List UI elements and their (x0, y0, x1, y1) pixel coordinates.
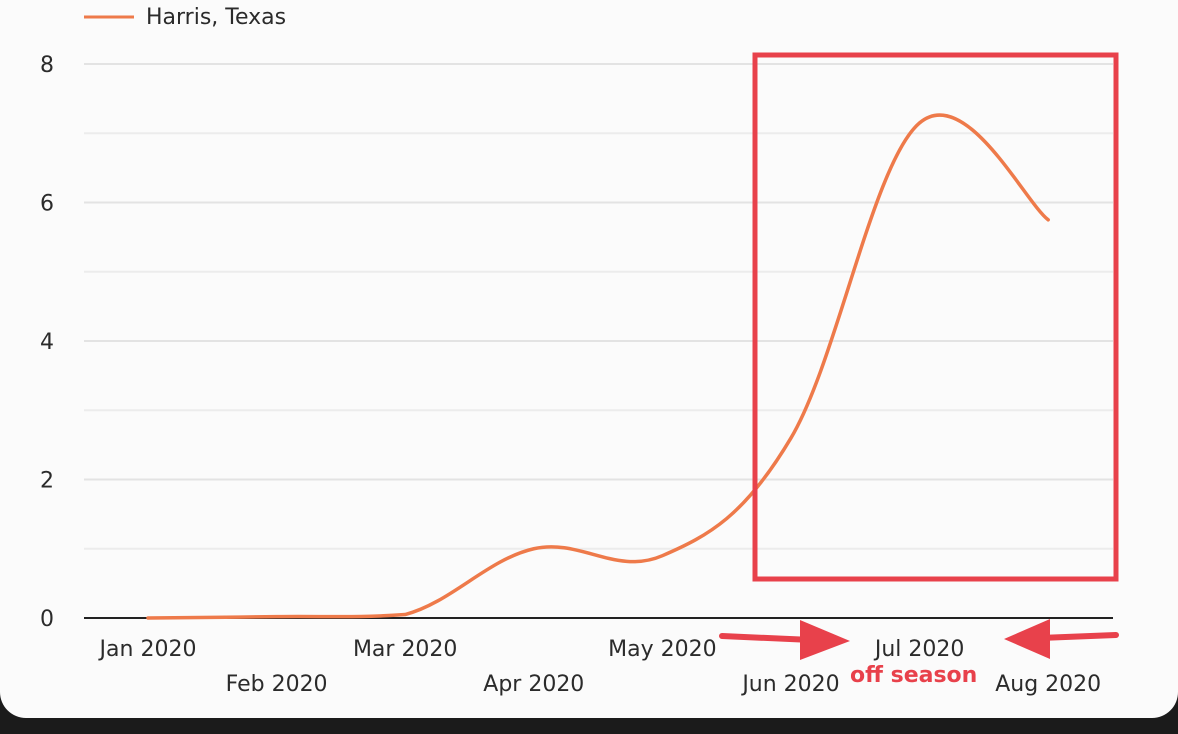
line-chart: 0 2 4 6 8 Jan 2020 Feb 2020 Mar 2020 Apr 2020 Ma… (40, 5, 1119, 697)
arrow-left-head (1004, 619, 1050, 659)
arrow-left-icon (1037, 632, 1119, 641)
chart-card: 0 2 4 6 8 Jan 2020 Feb 2020 Mar 2020 Apr 2020 Ma… (0, 0, 1178, 718)
y-tick-label-4: 4 (40, 330, 54, 355)
series-line-0 (146, 113, 1050, 620)
x-tick-label-3: Apr 2020 (483, 672, 584, 697)
off-season-label: off season (850, 663, 977, 688)
x-tick-label-1: Feb 2020 (226, 672, 328, 697)
gridlines (84, 63, 1113, 619)
x-axis-ticks: Jan 2020 Feb 2020 Mar 2020 Apr 2020 May 2020… (98, 637, 1102, 697)
y-tick-label-0: 0 (40, 607, 54, 632)
arrow-right-icon (719, 633, 815, 643)
legend-label-harris-texas: Harris, Texas (146, 5, 286, 30)
y-tick-label-2: 2 (40, 469, 54, 494)
x-tick-label-0: Jan 2020 (98, 637, 197, 662)
y-tick-label-8: 8 (40, 53, 54, 78)
x-tick-label-7: Aug 2020 (995, 672, 1101, 697)
x-tick-label-2: Mar 2020 (353, 637, 458, 662)
legend: Harris, Texas (84, 5, 286, 30)
x-tick-label-4: May 2020 (608, 637, 716, 662)
y-axis-ticks: 0 2 4 6 8 (40, 53, 54, 632)
off-season-annotation: off season (719, 52, 1119, 688)
highlight-box (752, 52, 1119, 582)
series-lines (146, 113, 1050, 620)
x-tick-label-6: Jul 2020 (873, 637, 965, 662)
y-tick-label-6: 6 (40, 192, 54, 217)
x-tick-label-5: Jun 2020 (740, 672, 839, 697)
arrow-right-head (800, 620, 850, 660)
